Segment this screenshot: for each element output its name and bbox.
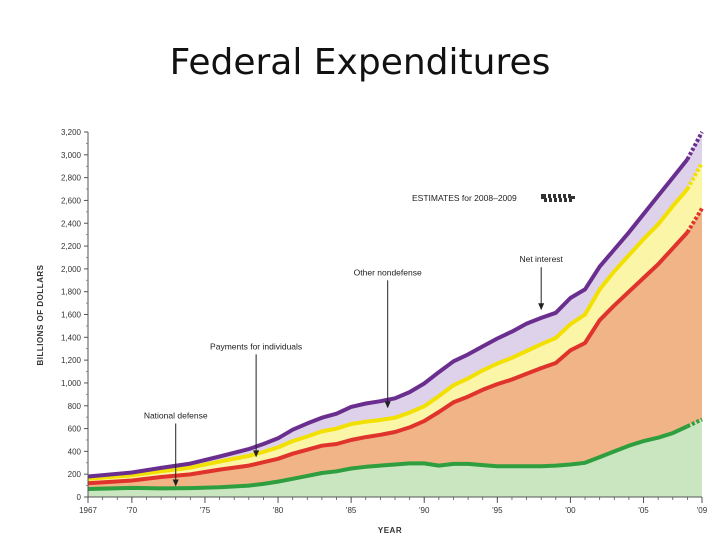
x-tick-label: '80: [273, 506, 284, 515]
y-tick-label: 200: [68, 470, 82, 479]
y-tick-label: 2,000: [61, 265, 82, 274]
area-layers: [87, 131, 704, 497]
area-1: [88, 208, 702, 489]
y-tick-label: 0: [77, 493, 82, 502]
y-tick-label: 2,400: [61, 219, 82, 228]
y-axis: 0 200 400 600 800 1,000 1,200 1,400 1,600 1,800 2,…: [61, 128, 89, 502]
estimates-label: ESTIMATES for 2008–2009: [412, 193, 517, 203]
page-title: Federal Expenditures: [169, 42, 551, 83]
x-tick-label: '00: [565, 506, 576, 515]
y-tick-label: 1,000: [61, 379, 82, 388]
series-line-3: [87, 158, 689, 479]
y-tick-label: 1,200: [61, 356, 82, 365]
annotation-label: Net interest: [519, 254, 563, 264]
x-tick-label: 1967: [79, 506, 97, 515]
annotations: National defense Payments for individuals…: [144, 254, 564, 487]
y-tick-label: 800: [68, 402, 82, 411]
x-tick-label: '85: [346, 506, 357, 515]
series-estimate-3: [685, 131, 704, 161]
annotation-label: Other nondefense: [354, 267, 422, 277]
annotation-arrowhead: [384, 401, 391, 409]
y-tick-label: 2,800: [61, 174, 82, 183]
x-tick-label: '09: [697, 506, 708, 515]
series-line-2: [87, 187, 689, 481]
y-tick-label: 3,200: [61, 128, 82, 137]
x-axis: 1967 '70 '75 '80 '85 '90 '95 '00 '05 '09: [79, 496, 708, 515]
x-tick-label: '90: [419, 506, 430, 515]
annotation-label: Payments for individuals: [210, 341, 302, 351]
y-tick-label: 3,000: [61, 151, 82, 160]
annotation-arrowhead: [172, 479, 179, 487]
y-tick-label: 2,200: [61, 242, 82, 251]
series-line-0: [87, 424, 689, 491]
x-axis-title: YEAR: [378, 526, 402, 535]
estimates-dot-swatch: [541, 194, 575, 202]
area-3: [88, 132, 702, 479]
y-tick-label: 1,400: [61, 333, 82, 342]
series-line-1: [87, 231, 689, 486]
annotation-arrowhead: [253, 450, 260, 458]
annotation-arrowhead: [538, 303, 545, 311]
x-tick-label: '05: [638, 506, 649, 515]
y-tick-label: 400: [68, 447, 82, 456]
x-tick-label: '95: [492, 506, 503, 515]
y-axis-title: BILLIONS OF DOLLARS: [36, 264, 45, 365]
area-0: [88, 419, 702, 497]
y-tick-label: 600: [68, 425, 82, 434]
series-estimate-0: [686, 417, 703, 429]
x-tick-label: '75: [200, 506, 211, 515]
y-tick-label: 2,600: [61, 196, 82, 205]
annotation-label: National defense: [144, 410, 208, 420]
y-tick-label: 1,600: [61, 311, 82, 320]
y-tick-label: 1,800: [61, 288, 82, 297]
x-tick-label: '70: [127, 506, 138, 515]
estimates-legend: ESTIMATES for 2008–2009: [412, 193, 575, 203]
